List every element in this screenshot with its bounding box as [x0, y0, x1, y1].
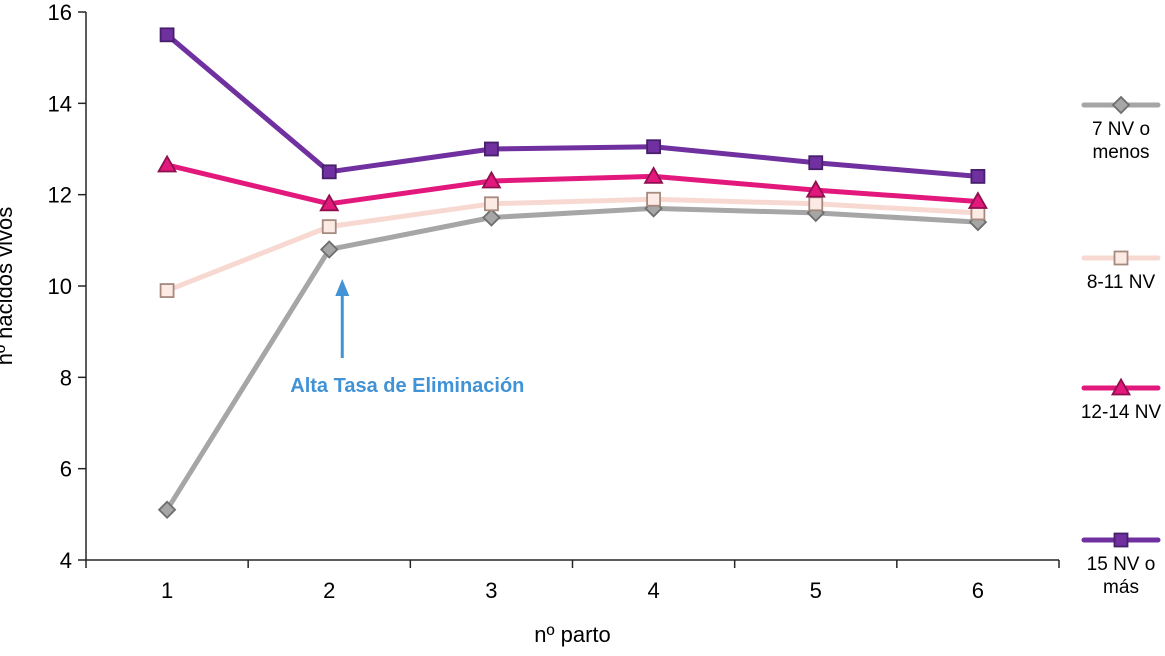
y-axis-title: nº nacidos vivos: [0, 207, 17, 365]
data-point-marker: [484, 196, 499, 212]
legend-label: 8-11 NV: [1087, 272, 1156, 293]
x-tick-label: 1: [161, 578, 173, 603]
data-point-marker: [482, 208, 501, 227]
series-line: [164, 205, 981, 513]
legend-item: 15 NV o más: [1081, 532, 1161, 598]
data-point-marker: [321, 164, 337, 180]
x-tick-label: 2: [323, 578, 335, 603]
annotation-text: Alta Tasa de Eliminación: [290, 375, 524, 397]
data-point-marker: [808, 196, 824, 212]
x-tick-label: 6: [972, 578, 984, 603]
data-point-marker: [157, 500, 177, 520]
data-point-marker: [159, 283, 175, 298]
legend-item: 12-14 NV: [1081, 377, 1162, 423]
series-line: [164, 32, 981, 179]
y-tick-label: 12: [48, 183, 72, 208]
data-point-marker: [646, 191, 661, 207]
data-point-marker: [159, 27, 175, 43]
y-tick-label: 14: [48, 91, 72, 116]
data-point-marker: [967, 191, 988, 209]
data-point-marker: [805, 179, 826, 198]
y-tick-label: 10: [48, 274, 72, 299]
legend-marker: [1113, 532, 1129, 548]
legend-label: 12-14 NV: [1081, 402, 1162, 423]
data-point-marker: [808, 155, 824, 171]
data-point-marker: [319, 240, 339, 259]
legend-item: 8-11 NV: [1081, 250, 1161, 293]
legend-marker: [1110, 377, 1132, 396]
legend-marker: [1111, 95, 1131, 115]
x-tick-label: 3: [485, 578, 497, 603]
legend-marker: [1113, 250, 1129, 266]
data-point-marker: [970, 168, 986, 184]
x-tick-label: 5: [810, 578, 822, 603]
data-point-marker: [321, 219, 337, 235]
y-tick-label: 8: [60, 365, 72, 390]
x-axis-title: nº parto: [534, 622, 611, 647]
legend-label: 7 NV o menos: [1092, 119, 1150, 163]
data-point-marker: [319, 193, 340, 212]
legend-item: 7 NV o menos: [1081, 95, 1161, 163]
data-point-marker: [646, 139, 661, 155]
data-point-marker: [643, 166, 664, 184]
legend-label: 15 NV o más: [1087, 554, 1156, 598]
data-point-marker: [484, 141, 499, 157]
series-line: [164, 162, 981, 207]
data-point-marker: [481, 170, 502, 189]
y-tick-label: 6: [60, 457, 72, 482]
series-line: [164, 196, 981, 294]
y-tick-label: 4: [60, 548, 72, 573]
x-tick-label: 4: [647, 578, 659, 603]
annotation-arrow-head: [335, 279, 350, 296]
y-tick-label: 16: [48, 0, 72, 25]
data-point-marker: [157, 154, 178, 173]
